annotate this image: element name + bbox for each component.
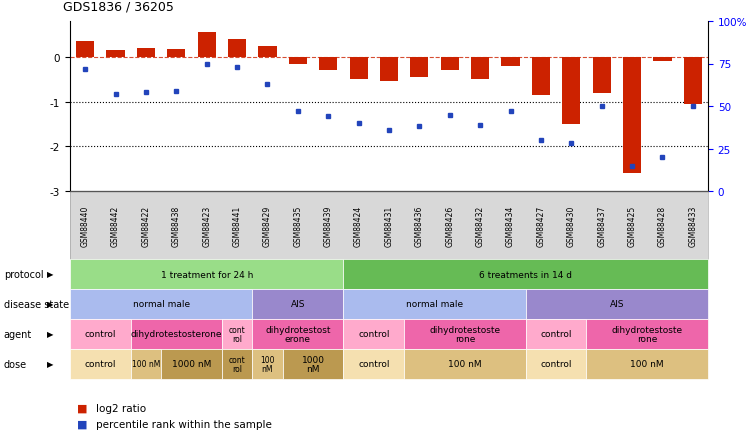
Text: ▶: ▶: [47, 300, 54, 309]
Bar: [289, 58, 307, 64]
Bar: [532, 58, 550, 95]
Text: GSM88432: GSM88432: [476, 205, 485, 246]
Text: GSM88433: GSM88433: [688, 205, 697, 246]
Bar: [258, 46, 277, 58]
Bar: [319, 58, 337, 71]
Text: ■: ■: [78, 419, 88, 429]
Bar: [168, 49, 186, 58]
Text: GDS1836 / 36205: GDS1836 / 36205: [63, 0, 174, 13]
Text: percentile rank within the sample: percentile rank within the sample: [96, 419, 272, 429]
Text: dihydrotestost
erone: dihydrotestost erone: [265, 325, 331, 343]
Bar: [197, 33, 216, 58]
Text: AIS: AIS: [291, 300, 305, 309]
Text: GSM88423: GSM88423: [202, 205, 211, 246]
Text: protocol: protocol: [4, 270, 43, 279]
Bar: [501, 58, 520, 66]
Text: ▶: ▶: [47, 330, 54, 339]
Text: control: control: [358, 330, 390, 339]
Text: ▶: ▶: [47, 360, 54, 368]
Text: GSM88430: GSM88430: [567, 205, 576, 246]
Text: cont
rol: cont rol: [229, 355, 245, 373]
Text: GSM88427: GSM88427: [536, 205, 545, 246]
Bar: [380, 58, 398, 82]
Text: GSM88442: GSM88442: [111, 205, 120, 246]
Bar: [684, 58, 702, 105]
Text: GSM88428: GSM88428: [658, 205, 667, 246]
Text: disease state: disease state: [4, 299, 69, 309]
Text: control: control: [85, 330, 116, 339]
Text: GSM88425: GSM88425: [628, 205, 637, 246]
Text: 1 treatment for 24 h: 1 treatment for 24 h: [161, 270, 253, 279]
Bar: [228, 40, 246, 58]
Bar: [349, 58, 368, 80]
Text: control: control: [85, 360, 116, 368]
Bar: [106, 51, 125, 58]
Text: GSM88438: GSM88438: [172, 205, 181, 246]
Text: 100 nM: 100 nM: [448, 360, 482, 368]
Text: GSM88429: GSM88429: [263, 205, 272, 246]
Text: GSM88441: GSM88441: [233, 205, 242, 246]
Text: GSM88439: GSM88439: [324, 205, 333, 246]
Text: normal male: normal male: [132, 300, 190, 309]
Text: GSM88434: GSM88434: [506, 205, 515, 246]
Bar: [592, 58, 611, 93]
Text: GSM88435: GSM88435: [293, 205, 302, 246]
Text: GSM88440: GSM88440: [81, 205, 90, 246]
Text: GSM88436: GSM88436: [415, 205, 424, 246]
Text: ■: ■: [78, 403, 88, 413]
Text: 1000
nM: 1000 nM: [301, 355, 325, 373]
Bar: [653, 58, 672, 62]
Text: control: control: [358, 360, 390, 368]
Text: normal male: normal male: [406, 300, 463, 309]
Text: control: control: [540, 360, 571, 368]
Text: 100 nM: 100 nM: [631, 360, 664, 368]
Bar: [562, 58, 580, 125]
Text: GSM88424: GSM88424: [354, 205, 363, 246]
Bar: [441, 58, 459, 71]
Text: 100 nM: 100 nM: [132, 360, 160, 368]
Bar: [137, 49, 155, 58]
Text: GSM88437: GSM88437: [597, 205, 606, 246]
Text: log2 ratio: log2 ratio: [96, 403, 147, 413]
Text: dose: dose: [4, 359, 27, 369]
Bar: [76, 42, 94, 58]
Text: 1000 nM: 1000 nM: [172, 360, 211, 368]
Text: GSM88431: GSM88431: [384, 205, 393, 246]
Text: dihydrotestoste
rone: dihydrotestoste rone: [612, 325, 683, 343]
Bar: [623, 58, 641, 174]
Bar: [410, 58, 429, 78]
Text: dihydrotestosterone: dihydrotestosterone: [131, 330, 222, 339]
Text: control: control: [540, 330, 571, 339]
Text: cont
rol: cont rol: [229, 325, 245, 343]
Text: 100
nM: 100 nM: [260, 355, 275, 373]
Text: dihydrotestoste
rone: dihydrotestoste rone: [429, 325, 500, 343]
Text: 6 treatments in 14 d: 6 treatments in 14 d: [479, 270, 572, 279]
Text: GSM88422: GSM88422: [141, 205, 150, 246]
Bar: [471, 58, 489, 80]
Text: ▶: ▶: [47, 270, 54, 279]
Text: AIS: AIS: [610, 300, 624, 309]
Text: agent: agent: [4, 329, 32, 339]
Text: GSM88426: GSM88426: [445, 205, 454, 246]
